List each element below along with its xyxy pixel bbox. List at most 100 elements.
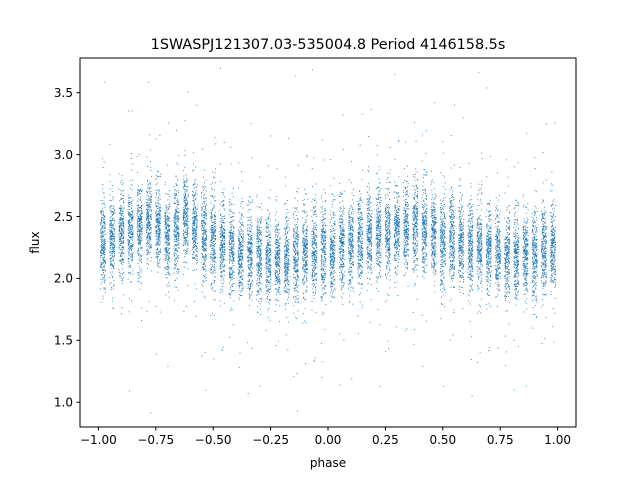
data-point	[159, 225, 161, 226]
data-point	[168, 204, 170, 206]
data-point	[131, 259, 133, 261]
data-point	[256, 253, 258, 255]
data-point	[219, 245, 221, 246]
data-point	[111, 287, 112, 289]
data-point	[212, 236, 214, 238]
data-point	[100, 288, 102, 290]
data-point	[249, 274, 251, 276]
data-point	[100, 239, 102, 241]
data-point	[185, 225, 187, 227]
data-point	[158, 237, 160, 239]
data-point	[257, 241, 259, 242]
data-point	[102, 295, 104, 297]
data-point	[194, 246, 196, 247]
data-point	[204, 264, 206, 266]
data-point	[220, 247, 222, 249]
data-point	[173, 220, 175, 221]
data-point	[141, 259, 142, 261]
data-point	[242, 253, 243, 254]
data-point	[204, 217, 206, 219]
data-point	[127, 258, 129, 260]
data-point	[220, 214, 222, 215]
data-point	[185, 208, 187, 210]
data-point	[194, 232, 196, 234]
data-point	[132, 254, 134, 256]
data-point	[250, 220, 252, 222]
data-point	[222, 264, 224, 266]
data-point	[204, 297, 206, 299]
data-point	[241, 249, 243, 250]
data-point	[140, 241, 142, 243]
data-point	[167, 218, 169, 220]
data-point	[202, 249, 204, 251]
data-point	[150, 209, 152, 211]
data-point	[194, 301, 195, 302]
data-point	[128, 110, 130, 112]
data-point	[174, 245, 176, 247]
data-point	[155, 215, 157, 217]
data-point	[122, 212, 124, 214]
data-point	[201, 207, 203, 208]
data-point	[136, 213, 138, 215]
data-point	[156, 236, 158, 238]
data-point	[247, 260, 249, 262]
data-point	[167, 237, 169, 239]
data-point	[211, 214, 213, 216]
data-point	[155, 138, 157, 140]
data-point	[128, 297, 130, 299]
data-point	[184, 220, 186, 222]
data-point	[178, 257, 180, 259]
data-point	[149, 215, 151, 217]
data-point	[100, 242, 102, 243]
data-point	[149, 233, 151, 235]
data-point	[248, 239, 250, 241]
data-point	[155, 227, 157, 229]
data-point	[222, 245, 224, 246]
data-point	[267, 257, 269, 259]
data-point	[203, 221, 205, 223]
data-point	[261, 239, 263, 241]
data-point	[259, 249, 261, 251]
data-point	[267, 251, 269, 253]
data-point	[220, 236, 222, 238]
data-point	[164, 221, 166, 223]
data-point	[147, 187, 149, 189]
data-point	[166, 273, 168, 275]
data-point	[240, 237, 242, 238]
data-point	[164, 219, 166, 221]
data-point	[202, 245, 204, 247]
data-point	[204, 197, 206, 199]
data-point	[187, 208, 189, 210]
data-point	[128, 236, 130, 238]
data-point	[223, 269, 225, 271]
data-point	[212, 225, 214, 227]
data-point	[110, 267, 112, 269]
data-point	[241, 236, 243, 238]
data-point	[113, 245, 115, 247]
data-point	[131, 237, 133, 239]
data-point	[159, 210, 161, 212]
data-point	[155, 225, 157, 227]
data-point	[215, 200, 217, 202]
data-point	[224, 242, 226, 244]
data-point	[233, 259, 234, 260]
data-point	[149, 206, 151, 208]
data-point	[205, 238, 207, 240]
data-point	[247, 246, 249, 248]
data-point	[121, 258, 123, 260]
data-point	[196, 219, 198, 221]
data-point	[251, 222, 253, 224]
data-point	[158, 252, 160, 253]
data-point	[140, 193, 142, 194]
data-point	[260, 260, 262, 261]
data-point	[211, 217, 213, 218]
data-point	[146, 233, 148, 235]
data-point	[239, 246, 241, 248]
data-point	[266, 249, 268, 251]
data-point	[214, 200, 216, 202]
data-point	[131, 227, 133, 229]
data-point	[196, 104, 198, 106]
data-point	[229, 310, 231, 312]
data-point	[178, 270, 179, 272]
data-point	[110, 222, 112, 224]
